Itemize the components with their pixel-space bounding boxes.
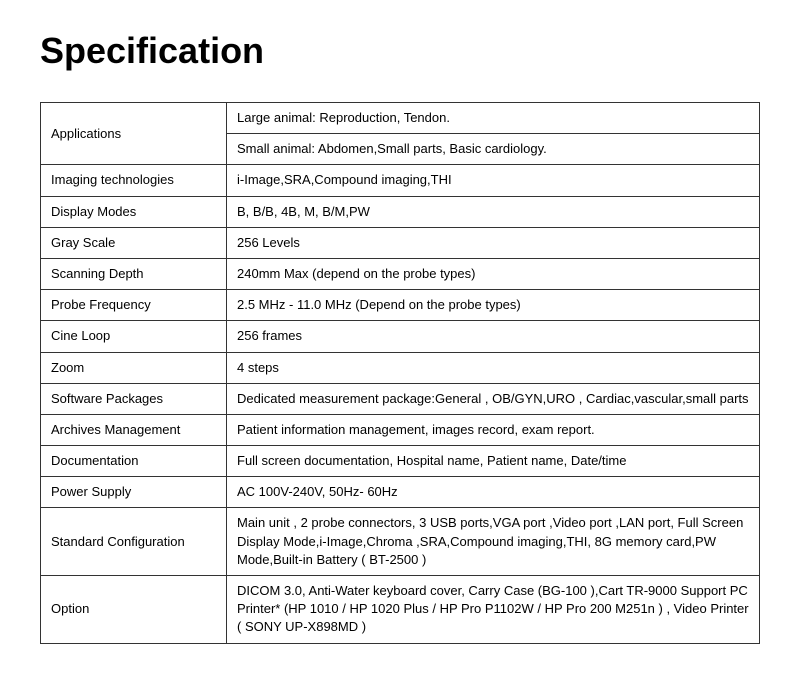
archives-value: Patient information management, images r… bbox=[227, 414, 760, 445]
table-row: Standard Configuration Main unit , 2 pro… bbox=[41, 508, 760, 576]
specification-table: Applications Large animal: Reproduction,… bbox=[40, 102, 760, 644]
software-label: Software Packages bbox=[41, 383, 227, 414]
probefreq-label: Probe Frequency bbox=[41, 290, 227, 321]
documentation-label: Documentation bbox=[41, 446, 227, 477]
table-row: Imaging technologies i-Image,SRA,Compoun… bbox=[41, 165, 760, 196]
zoom-value: 4 steps bbox=[227, 352, 760, 383]
table-row: Zoom 4 steps bbox=[41, 352, 760, 383]
table-row: Probe Frequency 2.5 MHz - 11.0 MHz (Depe… bbox=[41, 290, 760, 321]
stdconfig-label: Standard Configuration bbox=[41, 508, 227, 576]
table-row: Power Supply AC 100V-240V, 50Hz- 60Hz bbox=[41, 477, 760, 508]
imaging-label: Imaging technologies bbox=[41, 165, 227, 196]
table-row: Gray Scale 256 Levels bbox=[41, 227, 760, 258]
display-label: Display Modes bbox=[41, 196, 227, 227]
archives-label: Archives Management bbox=[41, 414, 227, 445]
applications-large-value: Large animal: Reproduction, Tendon. bbox=[227, 103, 760, 134]
applications-label: Applications bbox=[41, 103, 227, 165]
cineloop-value: 256 frames bbox=[227, 321, 760, 352]
cineloop-label: Cine Loop bbox=[41, 321, 227, 352]
scandepth-label: Scanning Depth bbox=[41, 258, 227, 289]
display-value: B, B/B, 4B, M, B/M,PW bbox=[227, 196, 760, 227]
option-value: DICOM 3.0, Anti-Water keyboard cover, Ca… bbox=[227, 576, 760, 644]
table-row: Applications Large animal: Reproduction,… bbox=[41, 103, 760, 134]
imaging-value: i-Image,SRA,Compound imaging,THI bbox=[227, 165, 760, 196]
table-row: Option DICOM 3.0, Anti-Water keyboard co… bbox=[41, 576, 760, 644]
power-label: Power Supply bbox=[41, 477, 227, 508]
grayscale-label: Gray Scale bbox=[41, 227, 227, 258]
grayscale-value: 256 Levels bbox=[227, 227, 760, 258]
probefreq-value: 2.5 MHz - 11.0 MHz (Depend on the probe … bbox=[227, 290, 760, 321]
table-row: Archives Management Patient information … bbox=[41, 414, 760, 445]
table-row: Scanning Depth 240mm Max (depend on the … bbox=[41, 258, 760, 289]
table-row: Documentation Full screen documentation,… bbox=[41, 446, 760, 477]
scandepth-value: 240mm Max (depend on the probe types) bbox=[227, 258, 760, 289]
table-row: Cine Loop 256 frames bbox=[41, 321, 760, 352]
page-title: Specification bbox=[40, 30, 760, 72]
zoom-label: Zoom bbox=[41, 352, 227, 383]
table-row: Display Modes B, B/B, 4B, M, B/M,PW bbox=[41, 196, 760, 227]
documentation-value: Full screen documentation, Hospital name… bbox=[227, 446, 760, 477]
applications-small-value: Small animal: Abdomen,Small parts, Basic… bbox=[227, 134, 760, 165]
table-row: Software Packages Dedicated measurement … bbox=[41, 383, 760, 414]
option-label: Option bbox=[41, 576, 227, 644]
software-value: Dedicated measurement package:General , … bbox=[227, 383, 760, 414]
power-value: AC 100V-240V, 50Hz- 60Hz bbox=[227, 477, 760, 508]
stdconfig-value: Main unit , 2 probe connectors, 3 USB po… bbox=[227, 508, 760, 576]
